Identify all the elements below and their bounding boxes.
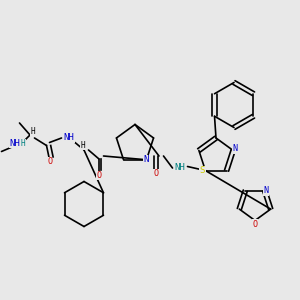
Text: N: N [144, 155, 149, 164]
Text: O: O [253, 220, 257, 229]
Text: N: N [232, 144, 237, 153]
Text: NH: NH [175, 164, 185, 172]
Text: O: O [47, 158, 52, 166]
Text: NH: NH [10, 139, 20, 148]
Text: N: N [264, 186, 269, 195]
Text: S: S [200, 166, 205, 175]
Text: H: H [21, 139, 26, 148]
Text: H: H [80, 141, 85, 150]
Text: NH: NH [64, 134, 74, 142]
Text: O: O [154, 169, 158, 178]
Text: O: O [97, 171, 101, 180]
Text: H: H [30, 127, 35, 136]
